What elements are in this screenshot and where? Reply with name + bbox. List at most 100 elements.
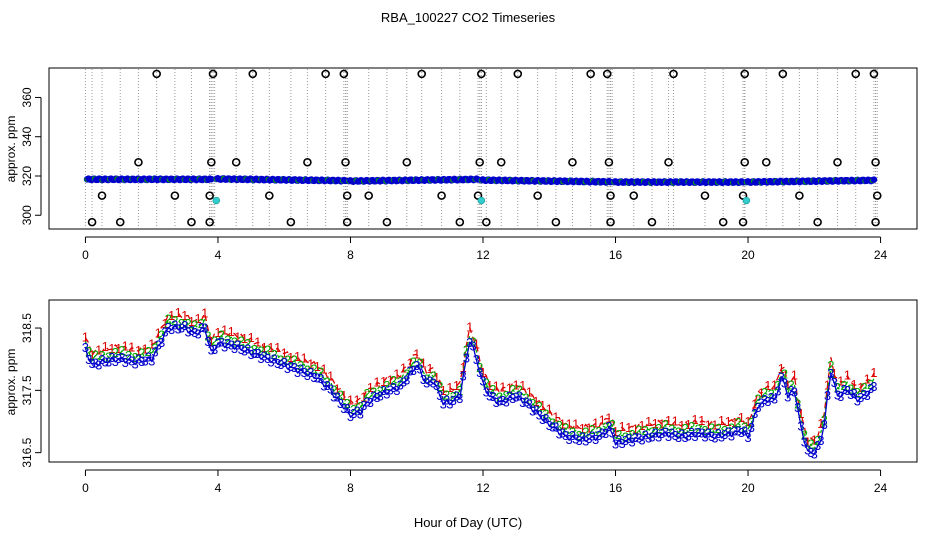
outlier-point [341, 157, 350, 167]
series-1-marker: 1 [188, 314, 195, 329]
series-3-marker: 3 [138, 354, 145, 369]
series-2-marker: 2 [860, 380, 867, 395]
series-1-marker: 1 [705, 418, 712, 433]
series-3-marker: 3 [503, 394, 510, 409]
series-3-marker: 3 [334, 390, 341, 405]
series-2-marker: 2 [582, 425, 589, 440]
series-1-marker: 1 [844, 368, 851, 383]
outlier-point [321, 69, 330, 79]
series-3-marker: 3 [413, 358, 420, 373]
series-3-marker: 3 [344, 401, 351, 416]
series-2-marker: 2 [536, 399, 543, 414]
series-2-marker: 2 [622, 429, 629, 444]
series-3-marker: 3 [860, 387, 867, 402]
series-2-marker: 2 [238, 333, 245, 348]
series-1-marker: 1 [559, 417, 566, 432]
series-2-marker: 2 [715, 421, 722, 436]
series-1-marker: 1 [426, 361, 433, 376]
series-2-marker: 2 [496, 390, 503, 405]
series-3-marker: 3 [870, 379, 877, 394]
series-1-marker: 1 [281, 346, 288, 361]
series-3-marker: 3 [430, 375, 437, 390]
outlier-point [205, 217, 214, 227]
series-3-marker: 3 [685, 428, 692, 443]
bottom-y-tick-label: 318.5 [20, 313, 34, 343]
series-3-marker: 3 [443, 392, 450, 407]
series-2-marker: 2 [615, 427, 622, 442]
series-1-marker: 1 [784, 378, 791, 393]
series-3-marker: 3 [592, 432, 599, 447]
series-1-marker: 1 [353, 393, 360, 408]
series-2-marker: 2 [112, 345, 119, 360]
series-1-marker: 1 [380, 374, 387, 389]
series-3-marker: 3 [148, 353, 155, 368]
series-3-marker: 3 [857, 390, 864, 405]
outlier-point [402, 157, 412, 167]
series-3-marker: 3 [635, 431, 642, 446]
top-x-tick-label: 12 [476, 248, 490, 262]
series-3-marker: 3 [85, 352, 92, 367]
series-2-marker: 2 [516, 383, 523, 398]
series-1-marker: 1 [493, 379, 500, 394]
series-1-marker: 1 [261, 340, 268, 355]
series-3-marker: 3 [88, 356, 95, 371]
series-1-marker: 1 [473, 336, 480, 351]
series-3-marker: 3 [526, 397, 533, 412]
series-3-marker: 3 [599, 426, 606, 441]
series-3-marker: 3 [304, 368, 311, 383]
series-3-marker: 3 [549, 420, 556, 435]
series-2-marker: 2 [310, 361, 317, 376]
bottom-x-tick-label: 16 [609, 481, 623, 495]
series-3-marker: 3 [367, 395, 374, 410]
series-3-marker: 3 [105, 354, 112, 369]
series-2-marker: 2 [642, 423, 649, 438]
series-3-marker: 3 [340, 401, 347, 416]
series-3-marker: 3 [310, 370, 317, 385]
top-x-tick-label: 24 [874, 248, 888, 262]
outlier-point [152, 69, 161, 79]
series-2-marker: 2 [324, 375, 331, 390]
series-1-marker: 1 [698, 413, 705, 428]
top-y-tick-label: 360 [20, 87, 34, 107]
series-3-marker: 3 [320, 379, 327, 394]
series-1-marker: 1 [360, 390, 367, 405]
series-3-marker: 3 [330, 389, 337, 404]
series-2-marker: 2 [807, 436, 814, 451]
series-3-marker: 3 [522, 394, 529, 409]
series-3-line [84, 324, 875, 456]
series-2-marker: 2 [827, 358, 834, 373]
series-3-marker: 3 [728, 428, 735, 443]
x-axis-label: Hour of Day (UTC) [414, 515, 522, 530]
series-3-marker: 3 [218, 334, 225, 349]
series-3-marker: 3 [738, 425, 745, 440]
series-3-marker: 3 [575, 433, 582, 448]
cyan-point [212, 196, 221, 205]
series-3-marker: 3 [241, 344, 248, 359]
series-2-marker: 2 [549, 415, 556, 430]
outlier-point [871, 157, 880, 167]
series-2-marker: 2 [628, 427, 635, 442]
series-3-marker: 3 [691, 429, 698, 444]
series-3-marker: 3 [274, 356, 281, 371]
top-panel: 0 4 8 12 16 20 24 300 320 340 360 approx. ppm [4, 67, 918, 262]
series-2-marker: 2 [814, 433, 821, 448]
series-1-marker: 1 [453, 378, 460, 393]
series-3-marker: 3 [559, 426, 566, 441]
series-3-marker: 3 [251, 346, 258, 361]
series-1-marker: 1 [526, 385, 533, 400]
series-2-marker: 2 [178, 316, 185, 331]
series-2-marker: 2 [251, 342, 258, 357]
outlier-point [778, 69, 788, 79]
outlier-point [869, 69, 879, 79]
series-2-marker: 2 [847, 382, 854, 397]
series-3-marker: 3 [612, 437, 619, 452]
series-1-marker: 1 [691, 412, 698, 427]
series-2-marker: 2 [456, 383, 463, 398]
series-3-marker: 3 [261, 348, 268, 363]
series-3-marker: 3 [277, 357, 284, 372]
series-1-marker: 1 [870, 365, 877, 380]
series-1-marker: 1 [850, 377, 857, 392]
series-2-marker: 2 [794, 397, 801, 412]
series-2-marker: 2 [218, 328, 225, 343]
series-2-marker: 2 [204, 329, 211, 344]
